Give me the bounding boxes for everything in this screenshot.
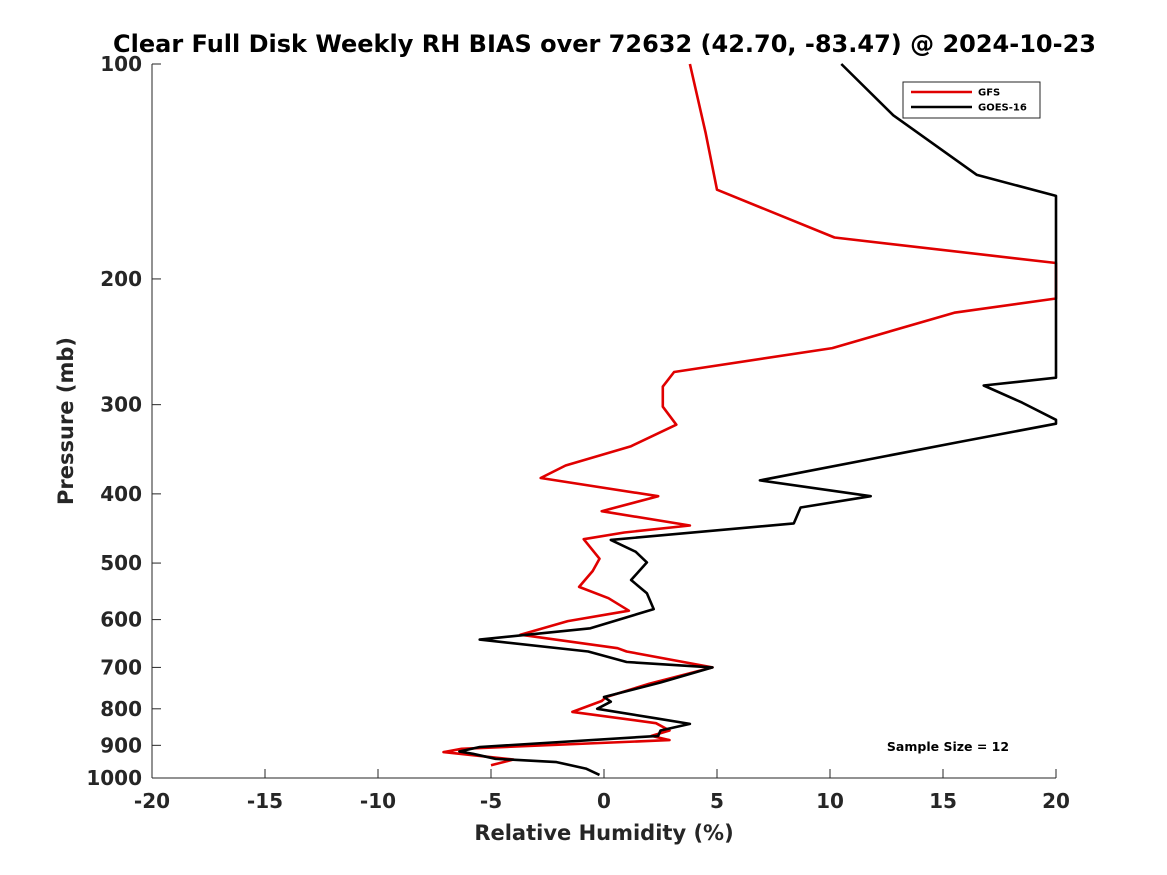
sample-size-annotation: Sample Size = 12 <box>887 739 1009 754</box>
y-tick-label: 100 <box>100 52 142 76</box>
x-axis-label: Relative Humidity (%) <box>474 821 733 845</box>
series-group <box>442 63 1058 777</box>
chart-title: Clear Full Disk Weekly RH BIAS over 7263… <box>113 30 1096 58</box>
y-tick-label: 500 <box>100 551 142 575</box>
y-tick-label: 800 <box>100 697 142 721</box>
x-tick-label: -5 <box>480 789 502 813</box>
legend-label: GOES-16 <box>978 103 1027 114</box>
x-tick-label: -10 <box>360 789 396 813</box>
x-tick-label: 5 <box>710 789 724 813</box>
y-tick-label: 700 <box>100 655 142 679</box>
series-line-gfs <box>442 63 1058 767</box>
legend-label: GFS <box>978 88 1000 99</box>
legend-box <box>902 81 1041 119</box>
y-tick-label: 600 <box>100 608 142 632</box>
x-tick-label: 20 <box>1042 789 1070 813</box>
y-tick-label: 200 <box>100 267 142 291</box>
x-axis: -20 -15 -10 -5 0 5 10 15 20 <box>134 769 1070 813</box>
x-tick-label: -15 <box>247 789 283 813</box>
x-tick-label: 0 <box>597 789 611 813</box>
x-tick-label: -20 <box>134 789 170 813</box>
y-tick-label: 900 <box>100 733 142 757</box>
y-axis-label: Pressure (mb) <box>54 337 78 505</box>
y-axis: 100 200 300 400 500 600 700 800 900 1000 <box>86 52 161 790</box>
y-tick-label: 400 <box>100 482 142 506</box>
series-line-goes-16 <box>458 63 1058 777</box>
legend: GFS GOES-16 <box>902 81 1041 119</box>
x-tick-label: 15 <box>929 789 957 813</box>
y-tick-label: 1000 <box>86 766 142 790</box>
x-tick-label: 10 <box>816 789 844 813</box>
plot-area <box>151 64 1056 779</box>
y-tick-label: 300 <box>100 393 142 417</box>
